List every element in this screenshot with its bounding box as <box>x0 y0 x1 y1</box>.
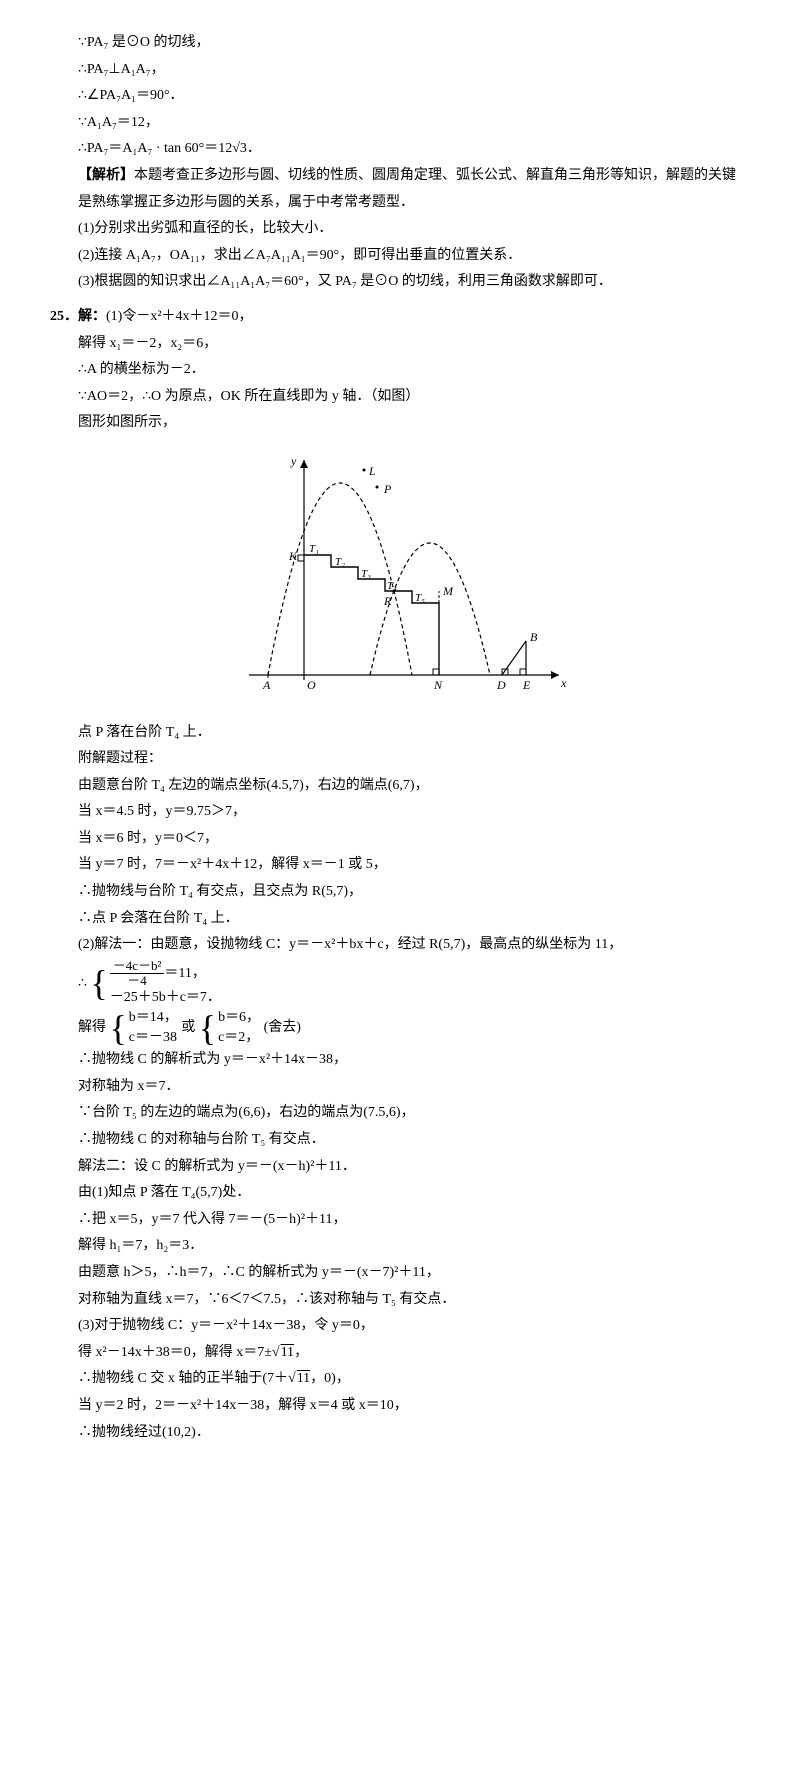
svg-text:N: N <box>433 678 443 692</box>
p25-l19: ∴把 x＝5，y＝7 代入得 7＝－(5－h)²＋11， <box>50 1207 748 1234</box>
p25-l10: 当 y＝7 时，7＝－x²＋4x＋12，解得 x＝－1 或 5， <box>50 852 748 879</box>
p25-l6: 附解题过程： <box>50 746 748 773</box>
left-brace-icon: { <box>90 965 107 1001</box>
p24-l1: ∵PA₇ 是⊙O 的切线， <box>50 30 748 57</box>
svg-text:T₁: T₁ <box>309 543 319 555</box>
brace1-den: －4 <box>110 974 165 988</box>
p25-l25: 当 y＝2 时，2＝－x²＋14x－38，解得 x＝4 或 x＝10， <box>50 1393 748 1420</box>
sol2-block: { b＝6， c＝2， <box>199 1008 260 1047</box>
p25-part2-head: (2)解法一：由题意，设抛物线 C：y＝－x²＋bx＋c，经过 R(5,7)，最… <box>50 932 748 959</box>
p25-l24: ∴抛物线 C 交 x 轴的正半轴于(7＋ 11，0)， <box>50 1366 748 1393</box>
p25-sol: 解得 { b＝14， c＝－38 或 { b＝6， c＝2， (舍去) <box>50 1008 748 1047</box>
p25-l8: 当 x＝4.5 时，y＝9.75＞7， <box>50 799 748 826</box>
brace1-frac: －4c－b² －4 <box>110 959 165 989</box>
l23-a: 得 x²－14x＋38＝0，解得 x＝7± <box>78 1345 272 1360</box>
analysis-label: 【解析】 <box>78 168 134 183</box>
sol-tail: (舍去) <box>264 1020 301 1035</box>
p25-l12: ∴点 P 会落在台阶 T₄ 上． <box>50 906 748 933</box>
p25-l15: ∵台阶 T₅ 的左边的端点为(6,6)，右边的端点为(7.5,6)， <box>50 1100 748 1127</box>
svg-text:P: P <box>383 482 392 496</box>
svg-text:M: M <box>442 584 454 598</box>
p25-l5: 点 P 落在台阶 T₄ 上． <box>50 720 748 747</box>
svg-text:A: A <box>262 678 271 692</box>
sol2-l2: c＝2， <box>218 1028 260 1048</box>
brace1-line2: －25＋5b＋c＝7． <box>110 988 221 1008</box>
p24-l3: ∴∠PA₇A₁＝90°． <box>50 83 748 110</box>
sol1-l2: c＝－38 <box>129 1028 178 1048</box>
svg-text:y: y <box>290 454 297 468</box>
left-brace-icon: { <box>110 1010 127 1046</box>
p25-l4: 图形如图所示， <box>50 410 748 437</box>
brace1-num: －4c－b² <box>110 959 165 974</box>
p25-l3: ∵AO＝2，∴O 为原点，OK 所在直线即为 y 轴．（如图） <box>50 384 748 411</box>
sol-or: 或 <box>181 1020 195 1035</box>
svg-text:B: B <box>530 630 538 644</box>
parabola-stairs-figure: x y L P K T₁ T₂ T₃ T₄ T₅ R M A O <box>229 445 569 705</box>
figure-wrap: x y L P K T₁ T₂ T₃ T₄ T₅ R M A O <box>50 445 748 716</box>
l23-b: ， <box>294 1345 308 1360</box>
q25-solve-label: 解： <box>78 309 106 324</box>
p25-l14: 对称轴为 x＝7． <box>50 1074 748 1101</box>
svg-text:E: E <box>522 678 531 692</box>
p25-l21: 由题意 h＞5，∴h＝7，∴C 的解析式为 y＝－(x－7)²＋11， <box>50 1260 748 1287</box>
p24-analysis: 【解析】本题考查正多边形与圆、切线的性质、圆周角定理、弧长公式、解直角三角形等知… <box>50 163 748 216</box>
left-brace-icon: { <box>199 1010 216 1046</box>
sol1-l1: b＝14， <box>129 1008 178 1028</box>
p25-l16: ∴抛物线 C 的对称轴与台阶 T₅ 有交点． <box>50 1127 748 1154</box>
p24-a1: (1)分别求出劣弧和直径的长，比较大小． <box>50 216 748 243</box>
p25-l2: ∴A 的横坐标为－2． <box>50 357 748 384</box>
svg-text:T₄: T₄ <box>387 580 397 592</box>
svg-text:T₅: T₅ <box>415 592 425 604</box>
p25-l1: 解得 x₁＝－2，x₂＝6， <box>50 331 748 358</box>
p25-l23: 得 x²－14x＋38＝0，解得 x＝7± 11， <box>50 1340 748 1367</box>
q25-number: 25． <box>50 309 78 324</box>
l24-a: ∴抛物线 C 交 x 轴的正半轴于(7＋ <box>78 1371 288 1386</box>
svg-text:D: D <box>496 678 506 692</box>
brace1-block: { －4c－b² －4 ＝11， －25＋5b＋c＝7． <box>90 959 221 1008</box>
l23-sqrt: 11 <box>280 1345 294 1360</box>
p25-l26: ∴抛物线经过(10,2)． <box>50 1420 748 1447</box>
svg-text:K: K <box>288 549 298 563</box>
svg-text:L: L <box>368 464 376 478</box>
p24-l5: ∴PA₇＝A₁A₇ · tan 60°＝12√3． <box>50 136 748 163</box>
l24-sqrt: 11 <box>296 1371 310 1386</box>
p25-l11: ∴抛物线与台阶 T₄ 有交点，且交点为 R(5,7)， <box>50 879 748 906</box>
p24-a3: (3)根据圆的知识求出∠A₁₁A₁A₇＝60°，又 PA₇ 是⊙O 的切线，利用… <box>50 269 748 296</box>
svg-text:x: x <box>560 676 567 690</box>
svg-text:O: O <box>307 678 316 692</box>
l24-b: ，0)， <box>310 1371 350 1386</box>
p25-l22: 对称轴为直线 x＝7，∵6＜7＜7.5，∴该对称轴与 T₅ 有交点． <box>50 1287 748 1314</box>
sol-prefix: 解得 <box>78 1020 106 1035</box>
svg-text:T₃: T₃ <box>361 568 371 580</box>
p25-l9: 当 x＝6 时，y＝0＜7， <box>50 826 748 853</box>
p25-l13: ∴抛物线 C 的解析式为 y＝－x²＋14x－38， <box>50 1047 748 1074</box>
p25-l18: 由(1)知点 P 落在 T₄(5,7)处． <box>50 1180 748 1207</box>
svg-text:R: R <box>383 594 392 608</box>
brace1-tail: ＝11， <box>164 966 205 981</box>
analysis-text: 本题考查正多边形与圆、切线的性质、圆周角定理、弧长公式、解直角三角形等知识，解题… <box>78 168 736 210</box>
p24-l4: ∵A₁A₇＝12， <box>50 110 748 137</box>
sol1-block: { b＝14， c＝－38 <box>110 1008 178 1047</box>
p25-brace1: ∴ { －4c－b² －4 ＝11， －25＋5b＋c＝7． <box>50 959 748 1008</box>
q25-part1-head: (1)令－x²＋4x＋12＝0， <box>106 309 253 324</box>
sqrt-icon <box>288 1371 296 1386</box>
p25-l20: 解得 h₁＝7，h₂＝3． <box>50 1233 748 1260</box>
p25-head: 25．解：(1)令－x²＋4x＋12＝0， <box>50 304 748 331</box>
p25-l7: 由题意台阶 T₄ 左边的端点坐标(4.5,7)，右边的端点(6,7)， <box>50 773 748 800</box>
sol2-l1: b＝6， <box>218 1008 260 1028</box>
sqrt-icon <box>272 1345 280 1360</box>
p24-a2: (2)连接 A₁A₇，OA₁₁，求出∠A₇A₁₁A₁＝90°，即可得出垂直的位置… <box>50 243 748 270</box>
p25-part3-head: (3)对于抛物线 C：y＝－x²＋14x－38，令 y＝0， <box>50 1313 748 1340</box>
p24-l2: ∴PA₇⊥A₁A₇， <box>50 57 748 84</box>
brace1-prefix: ∴ <box>78 976 87 991</box>
svg-text:T₂: T₂ <box>335 556 345 568</box>
p25-l17: 解法二：设 C 的解析式为 y＝－(x－h)²＋11． <box>50 1154 748 1181</box>
